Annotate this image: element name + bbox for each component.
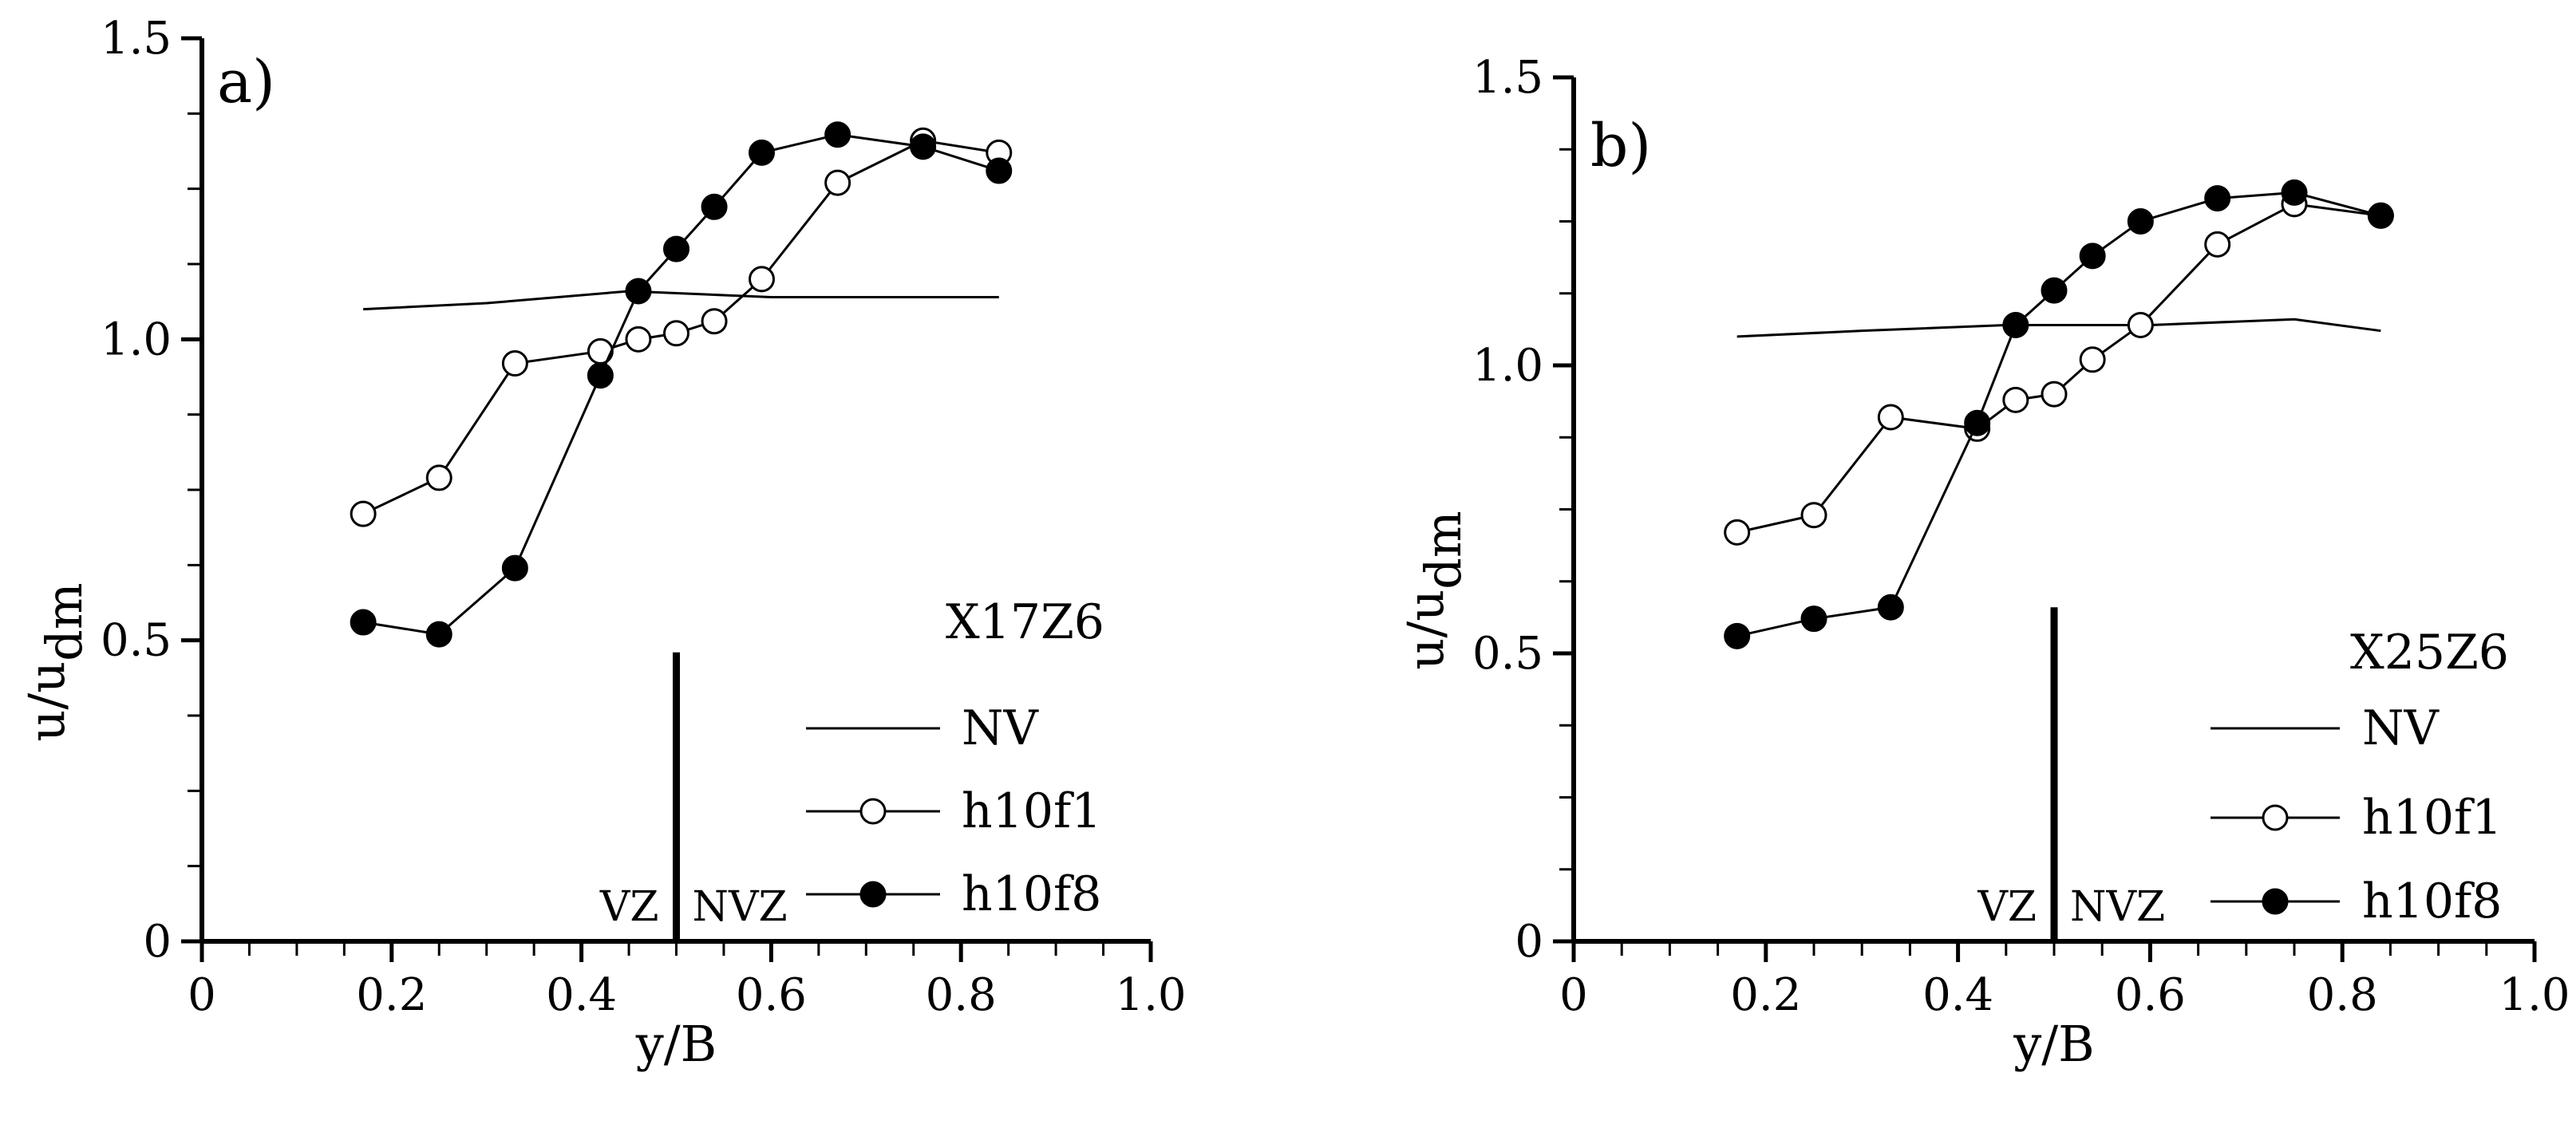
y-tick-label: 1.0 xyxy=(1472,340,1543,392)
data-point-h10f1 xyxy=(663,320,689,347)
zone-label-vz: VZ xyxy=(599,883,659,931)
data-point-h10f8 xyxy=(425,621,452,648)
series-line-NV xyxy=(363,290,999,311)
x-tick-label: 1.0 xyxy=(1115,969,1186,1021)
panel-label: a) xyxy=(217,48,275,116)
data-point-h10f1 xyxy=(2127,311,2154,338)
case-label: X17Z6 xyxy=(946,594,1104,650)
data-point-h10f8 xyxy=(587,362,614,389)
x-tick-label: 0.4 xyxy=(1922,969,1993,1021)
data-point-h10f8 xyxy=(2127,208,2154,235)
y-tick-label: 1.0 xyxy=(101,314,172,365)
data-point-h10f1 xyxy=(749,266,776,293)
y-tick-label: 0 xyxy=(1515,916,1543,968)
legend-label-h10f1: h10f1 xyxy=(962,783,1101,839)
series-line-h10f1 xyxy=(1736,203,2381,534)
x-tick-label: 0.2 xyxy=(1730,969,1801,1021)
data-point-h10f8 xyxy=(625,278,652,305)
data-point-h10f8 xyxy=(749,139,776,166)
data-point-h10f8 xyxy=(1800,605,1827,633)
panel-a: 0 0.2 0.4 0.6 0.8 1.0 0 0.5 1.0 1.5 y/B u/udm a) X17Z… xyxy=(18,13,1187,1073)
data-point-h10f8 xyxy=(663,235,689,262)
data-point-h10f8 xyxy=(501,554,528,582)
data-point-h10f1 xyxy=(1877,404,1904,431)
data-point-h10f8 xyxy=(2079,243,2106,270)
data-point-h10f1 xyxy=(701,308,728,335)
y-axis-label-main: u/u xyxy=(18,661,76,742)
y-axis-label: u/udm xyxy=(18,582,93,741)
data-point-h10f8 xyxy=(1877,594,1904,621)
legend-marker-h10f8 xyxy=(859,881,887,908)
y-tick-label: 1.5 xyxy=(1472,52,1543,104)
y-tick-label: 1.5 xyxy=(101,13,172,65)
case-label: X25Z6 xyxy=(2350,625,2509,680)
data-point-h10f1 xyxy=(425,464,452,491)
data-point-h10f1 xyxy=(2002,386,2029,413)
data-point-h10f8 xyxy=(701,193,728,220)
y-axis-label-subscript: dm xyxy=(1414,511,1472,589)
panel-b: 0 0.2 0.4 0.6 0.8 1.0 0 0.5 1.0 1.5 y/B u/udm b) X25Z… xyxy=(1397,52,2570,1073)
x-axis-label: y/B xyxy=(635,1015,717,1073)
zone-label-nvz: NVZ xyxy=(2070,883,2165,931)
data-point-h10f8 xyxy=(824,121,851,148)
data-point-h10f8 xyxy=(1964,409,1991,436)
data-point-h10f8 xyxy=(2367,202,2394,229)
y-tick-label: 0 xyxy=(143,916,172,968)
zone-label-vz: VZ xyxy=(1977,883,2037,931)
x-tick-label: 0.8 xyxy=(926,969,997,1021)
x-tick-label: 0.4 xyxy=(546,969,617,1021)
data-point-h10f8 xyxy=(2041,277,2068,304)
legend-marker-h10f8 xyxy=(2262,888,2289,915)
data-point-h10f8 xyxy=(2281,179,2308,206)
y-tick-label: 0.5 xyxy=(101,615,172,667)
data-point-h10f1 xyxy=(2041,381,2068,408)
y-axis-label-subscript: dm xyxy=(35,582,93,661)
series-line-h10f8 xyxy=(1736,191,2381,637)
data-point-h10f1 xyxy=(625,325,652,353)
data-point-h10f1 xyxy=(1800,502,1827,529)
data-point-h10f8 xyxy=(2204,185,2231,212)
x-tick-label: 0.6 xyxy=(736,969,807,1021)
x-tick-label: 0 xyxy=(1559,969,1588,1021)
zone-label-nvz: NVZ xyxy=(693,883,788,931)
data-point-h10f8 xyxy=(2002,311,2029,338)
data-point-h10f8 xyxy=(1724,622,1751,649)
legend-label-h10f8: h10f8 xyxy=(962,866,1101,922)
data-point-h10f1 xyxy=(2204,231,2231,258)
x-tick-label: 1.0 xyxy=(2499,969,2570,1021)
legend-label-h10f8: h10f8 xyxy=(2362,874,2502,929)
data-point-h10f8 xyxy=(910,133,937,160)
data-point-h10f1 xyxy=(350,500,377,527)
x-tick-label: 0.8 xyxy=(2307,969,2378,1021)
legend-label-NV: NV xyxy=(962,700,1040,756)
legend-marker-h10f1 xyxy=(2262,804,2289,831)
series-line-h10f8 xyxy=(362,133,1000,636)
data-point-h10f8 xyxy=(986,157,1013,184)
legend-label-NV: NV xyxy=(2362,700,2440,756)
legend-marker-h10f1 xyxy=(859,798,887,825)
series-line-NV xyxy=(1736,318,2381,338)
y-axis-label-main: u/u xyxy=(1397,590,1455,670)
x-axis-label: y/B xyxy=(2013,1015,2094,1073)
data-point-h10f1 xyxy=(501,350,528,377)
x-tick-label: 0.2 xyxy=(356,969,427,1021)
panel-label: b) xyxy=(1590,112,1651,180)
data-point-h10f1 xyxy=(2079,346,2106,373)
y-tick-label: 0.5 xyxy=(1472,628,1543,680)
legend-label-h10f1: h10f1 xyxy=(2362,790,2502,846)
data-point-h10f1 xyxy=(1724,519,1751,546)
x-tick-label: 0.6 xyxy=(2115,969,2186,1021)
data-point-h10f8 xyxy=(350,609,377,636)
y-axis-label: u/udm xyxy=(1397,511,1472,669)
x-tick-label: 0 xyxy=(188,969,216,1021)
data-point-h10f1 xyxy=(824,169,851,196)
